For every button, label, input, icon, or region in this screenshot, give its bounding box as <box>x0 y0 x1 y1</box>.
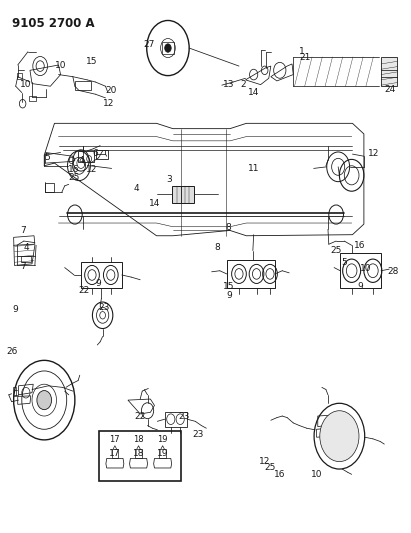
Text: 20: 20 <box>105 86 116 95</box>
Text: 18: 18 <box>133 449 144 458</box>
Text: 9: 9 <box>96 279 102 288</box>
Bar <box>29 96 36 101</box>
Text: 2: 2 <box>241 80 246 89</box>
Bar <box>135 449 142 458</box>
Text: 17: 17 <box>109 449 120 458</box>
Text: 10: 10 <box>360 264 372 272</box>
Text: 8: 8 <box>215 244 221 253</box>
Text: 13: 13 <box>224 80 235 89</box>
Bar <box>381 57 397 86</box>
Text: 6: 6 <box>92 149 98 158</box>
Circle shape <box>320 411 359 462</box>
Text: 15: 15 <box>86 58 98 66</box>
Text: 1: 1 <box>298 47 304 56</box>
Text: 4: 4 <box>23 244 29 253</box>
Text: 3: 3 <box>166 174 172 183</box>
Text: 12: 12 <box>86 166 98 174</box>
Bar <box>17 74 22 79</box>
Bar <box>159 449 166 458</box>
Text: 7: 7 <box>20 226 25 235</box>
Text: 25: 25 <box>68 173 79 182</box>
Text: 9: 9 <box>358 282 363 291</box>
Text: 23: 23 <box>179 411 190 421</box>
Bar <box>227 260 275 288</box>
Text: 23: 23 <box>99 303 110 312</box>
Text: 25: 25 <box>330 246 342 255</box>
Circle shape <box>37 391 52 410</box>
Text: 15: 15 <box>224 282 235 291</box>
Bar <box>78 151 94 161</box>
Text: 16: 16 <box>68 166 79 174</box>
Text: 19: 19 <box>157 435 168 444</box>
Text: 25: 25 <box>264 463 276 472</box>
Bar <box>162 42 174 54</box>
Text: 16: 16 <box>353 241 365 250</box>
Text: 18: 18 <box>133 435 144 444</box>
Text: 10: 10 <box>311 471 323 479</box>
Text: 4: 4 <box>79 156 85 165</box>
Text: 22: 22 <box>134 411 146 421</box>
Text: 19: 19 <box>157 449 169 458</box>
Text: 23: 23 <box>192 430 204 439</box>
Text: 7: 7 <box>20 262 25 271</box>
Circle shape <box>165 44 171 52</box>
Text: 12: 12 <box>368 149 379 158</box>
Bar <box>13 387 16 397</box>
Bar <box>75 81 91 91</box>
Bar <box>81 262 122 288</box>
Text: 9105 2700 A: 9105 2700 A <box>12 17 94 30</box>
Text: 12: 12 <box>103 99 114 108</box>
Text: 5: 5 <box>342 258 347 266</box>
Bar <box>172 186 194 203</box>
Text: 5: 5 <box>44 153 50 162</box>
Text: 16: 16 <box>274 470 286 479</box>
Bar <box>96 150 108 159</box>
Text: 22: 22 <box>78 286 90 295</box>
Text: 9: 9 <box>13 305 18 314</box>
Text: 8: 8 <box>226 223 231 232</box>
Text: 4: 4 <box>133 183 139 192</box>
Bar <box>340 253 381 288</box>
Text: 11: 11 <box>247 164 259 173</box>
Text: 28: 28 <box>388 268 399 276</box>
Text: 9: 9 <box>226 291 232 300</box>
Text: 10: 10 <box>55 61 66 69</box>
Bar <box>165 412 187 426</box>
Bar <box>112 449 118 458</box>
Text: 27: 27 <box>143 41 155 50</box>
Text: 26: 26 <box>6 347 17 356</box>
Text: 21: 21 <box>300 53 311 62</box>
Text: 14: 14 <box>149 199 161 208</box>
Text: 12: 12 <box>259 457 270 466</box>
Text: 24: 24 <box>384 85 396 94</box>
Text: 10: 10 <box>20 80 32 89</box>
Bar <box>21 256 31 262</box>
Text: 17: 17 <box>110 435 120 444</box>
Bar <box>99 431 181 481</box>
Text: 14: 14 <box>247 88 259 97</box>
